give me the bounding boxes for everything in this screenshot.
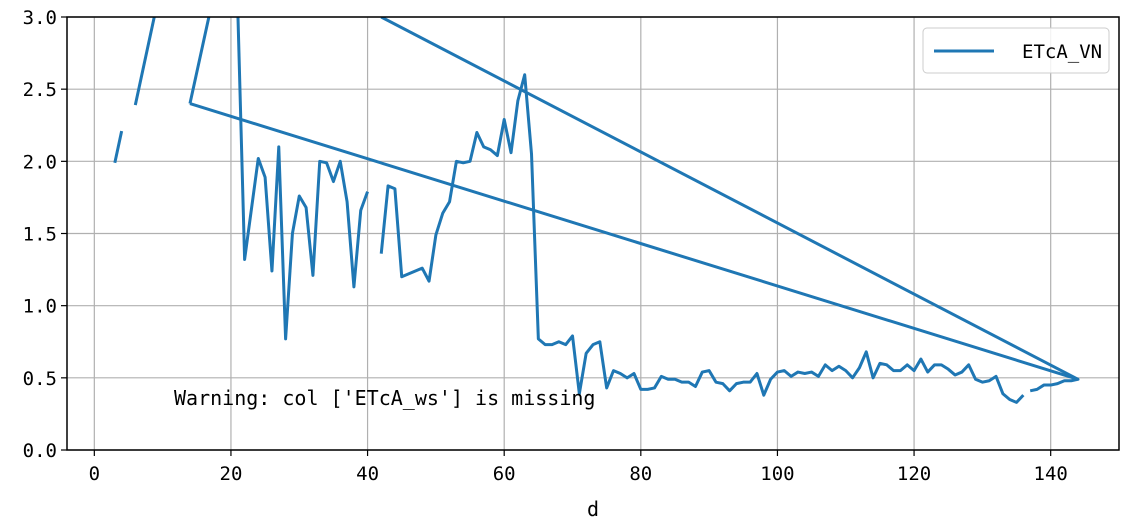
x-tick-label-4: 80 — [629, 463, 652, 485]
y-tick-label-6: 3.0 — [23, 7, 57, 29]
legend-box — [922, 27, 1110, 74]
x-tick-label-1: 20 — [220, 463, 243, 485]
x-axis-label: d — [587, 497, 599, 521]
x-tick-label-0: 0 — [89, 463, 100, 485]
series-line-0-segment-5 — [189, 102, 1080, 393]
legend-label: ETcA_VN — [1022, 41, 1102, 63]
series-line-0-segment-6 — [380, 17, 1079, 381]
series-line-0-segment-1 — [133, 17, 156, 106]
x-tick-label-7: 140 — [1034, 463, 1068, 485]
x-tick-label-5: 100 — [760, 463, 794, 485]
y-axis-ticks: 0.0 0.5 1.0 1.5 2.0 2.5 3.0 — [23, 7, 67, 462]
y-tick-label-4: 2.0 — [23, 151, 57, 173]
y-tick-label-5: 2.5 — [23, 79, 57, 101]
x-axis-ticks: 0 20 40 60 80 100 120 140 — [89, 450, 1068, 485]
y-tick-label-1: 0.5 — [23, 368, 57, 390]
missing-column-warning: Warning: col ['ETcA_ws'] is missing — [174, 386, 595, 410]
legend: ETcA_VN — [922, 27, 1110, 74]
series-lines — [113, 17, 1080, 404]
grid-lines — [67, 16, 1119, 451]
series-line-0-segment-2 — [188, 17, 211, 104]
y-tick-label-2: 1.0 — [23, 296, 57, 318]
y-tick-label-0: 0.0 — [23, 440, 57, 462]
x-tick-label-2: 40 — [356, 463, 379, 485]
y-tick-label-3: 1.5 — [23, 224, 57, 246]
x-tick-label-3: 60 — [493, 463, 516, 485]
series-line-0-segment-3 — [236, 17, 369, 341]
x-tick-label-6: 120 — [897, 463, 931, 485]
series-line-0-segment-4 — [379, 73, 1025, 404]
series-line-0-segment-0 — [113, 130, 124, 164]
